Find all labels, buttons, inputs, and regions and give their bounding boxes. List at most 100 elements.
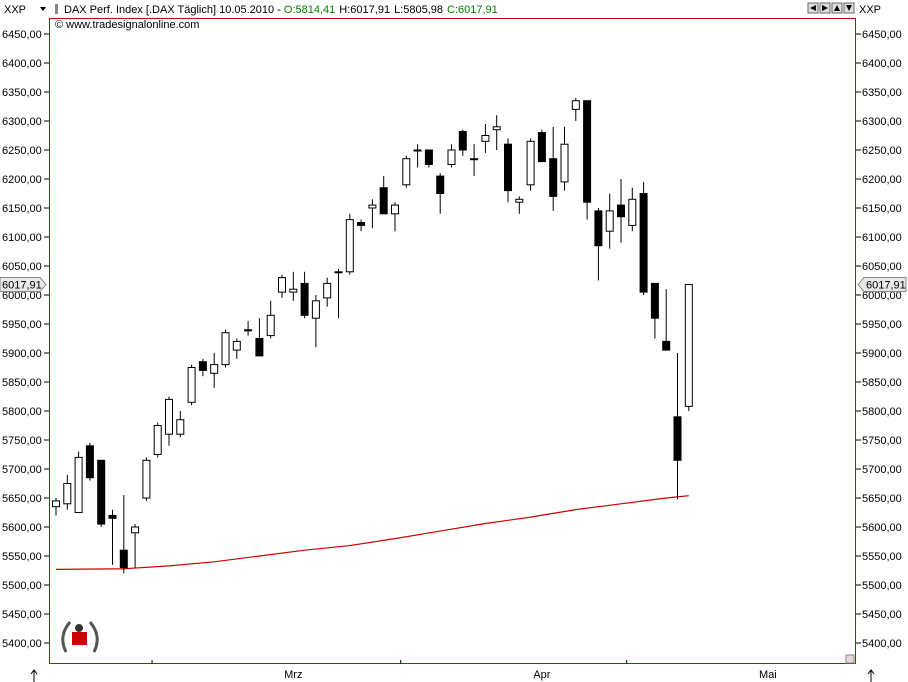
scroll-up-left-icon[interactable]	[30, 669, 38, 682]
y-tick-label-left: 6400,00	[2, 58, 42, 70]
candle	[379, 176, 388, 215]
y-tick-label-right: 5800,00	[862, 406, 902, 418]
y-tick-label-right: 5850,00	[862, 377, 902, 389]
candle	[300, 271, 309, 319]
candle	[481, 123, 490, 153]
candle	[605, 193, 614, 249]
y-tick-label-left: 6250,00	[2, 145, 42, 157]
y-tick-label-right: 5700,00	[862, 464, 902, 476]
y-tick-label-right: 5450,00	[862, 609, 902, 621]
candle-body-up	[63, 483, 72, 505]
drag-handle-icon[interactable]	[55, 4, 58, 14]
nav-buttons	[807, 2, 855, 14]
last-price-marker-left: 6017,91	[0, 277, 47, 293]
y-tick-label-left: 5650,00	[2, 493, 42, 505]
candle-body-up	[345, 219, 354, 273]
y-tick-label-right: 5550,00	[862, 551, 902, 563]
candle-body-up	[684, 284, 693, 407]
candle-body-down	[537, 132, 546, 163]
candle	[176, 411, 185, 438]
candle	[458, 129, 467, 156]
candle-body-up	[368, 204, 377, 209]
candle	[402, 155, 411, 188]
candle	[289, 271, 298, 301]
last-price-shape-right	[857, 277, 907, 293]
plot-frame	[49, 18, 856, 664]
y-tick-label-right: 6000,00	[862, 290, 902, 302]
candle-body-up	[266, 314, 275, 337]
symbol-dropdown-left-icon[interactable]	[40, 7, 46, 11]
y-tick-label-left: 5750,00	[2, 435, 42, 447]
candle-body-down	[673, 416, 682, 461]
y-tick-label-right: 6150,00	[862, 203, 902, 215]
candle-body-up	[278, 277, 286, 293]
candle-body-up	[142, 459, 151, 499]
candle	[345, 213, 354, 275]
candle	[311, 295, 320, 348]
scroll-up-right-icon[interactable]	[867, 669, 875, 682]
candle	[368, 199, 377, 229]
candle	[617, 179, 625, 243]
candle-body-up	[391, 204, 399, 215]
y-tick-label-right: 5650,00	[862, 493, 902, 505]
candle	[153, 422, 162, 458]
candle	[74, 451, 83, 513]
candle	[266, 300, 275, 339]
candle	[131, 524, 140, 568]
candle-body-up	[52, 500, 60, 508]
x-tick-label: Mrz	[284, 669, 302, 681]
candle-body-up	[187, 367, 196, 403]
candle	[470, 144, 479, 177]
low-value: L:5805,98	[394, 4, 443, 16]
candle-body-down	[650, 282, 659, 319]
candle	[571, 97, 580, 121]
tradesignal-logo	[61, 621, 99, 653]
y-tick-label-left: 6300,00	[2, 116, 42, 128]
arrow-up-icon	[834, 5, 840, 11]
y-tick-label-right: 5400,00	[862, 638, 902, 650]
y-tick-label-left: 5900,00	[2, 348, 42, 360]
candle-body-up	[153, 425, 162, 455]
copyright-text: © www.tradesignalonline.com	[55, 19, 199, 31]
instrument-label: DAX Perf. Index [.DAX Täglich] 10.05.201…	[64, 4, 284, 16]
y-tick-label-left: 5600,00	[2, 522, 42, 534]
candle-body-up	[131, 526, 140, 534]
candle-body-up	[470, 158, 479, 161]
last-price-shape-left	[0, 277, 47, 293]
candle	[673, 353, 682, 500]
x-axis: Mrz Apr Mai	[151, 660, 777, 681]
candle-body-up	[176, 419, 185, 435]
candle	[187, 364, 196, 406]
candle	[52, 498, 60, 516]
candle-body-up	[571, 100, 580, 110]
last-price-label-left: 6017,91	[2, 280, 42, 292]
y-tick-label-left: 6350,00	[2, 87, 42, 99]
candle	[628, 187, 637, 232]
y-tick-label-right: 5600,00	[862, 522, 902, 534]
candle-body-down	[424, 149, 433, 165]
y-tick-label-left: 5950,00	[2, 319, 42, 331]
candle	[424, 149, 433, 168]
candle	[97, 459, 106, 527]
symbol-right[interactable]: XXP	[859, 4, 881, 16]
resize-grip-icon[interactable]	[845, 654, 855, 664]
candle-body-down	[108, 514, 117, 519]
candle-body-up	[165, 398, 173, 435]
y-tick-label-left: 5550,00	[2, 551, 42, 563]
candle	[323, 277, 332, 307]
y-tick-label-left: 5700,00	[2, 464, 42, 476]
candle	[255, 318, 264, 357]
laurel-left-icon	[61, 621, 72, 653]
symbol-left[interactable]: XXP	[4, 4, 26, 16]
logo-head-icon	[75, 624, 83, 632]
y-tick-label-left: 6100,00	[2, 232, 42, 244]
logo-box-icon	[72, 632, 87, 645]
y-tick-label-right: 6200,00	[862, 174, 902, 186]
y-tick-label-right: 5500,00	[862, 580, 902, 592]
y-tick-label-left: 6050,00	[2, 261, 42, 273]
candle-body-down	[85, 445, 94, 479]
candle-body-up	[402, 158, 411, 186]
candle	[526, 138, 535, 191]
candle-body-up	[289, 288, 298, 293]
